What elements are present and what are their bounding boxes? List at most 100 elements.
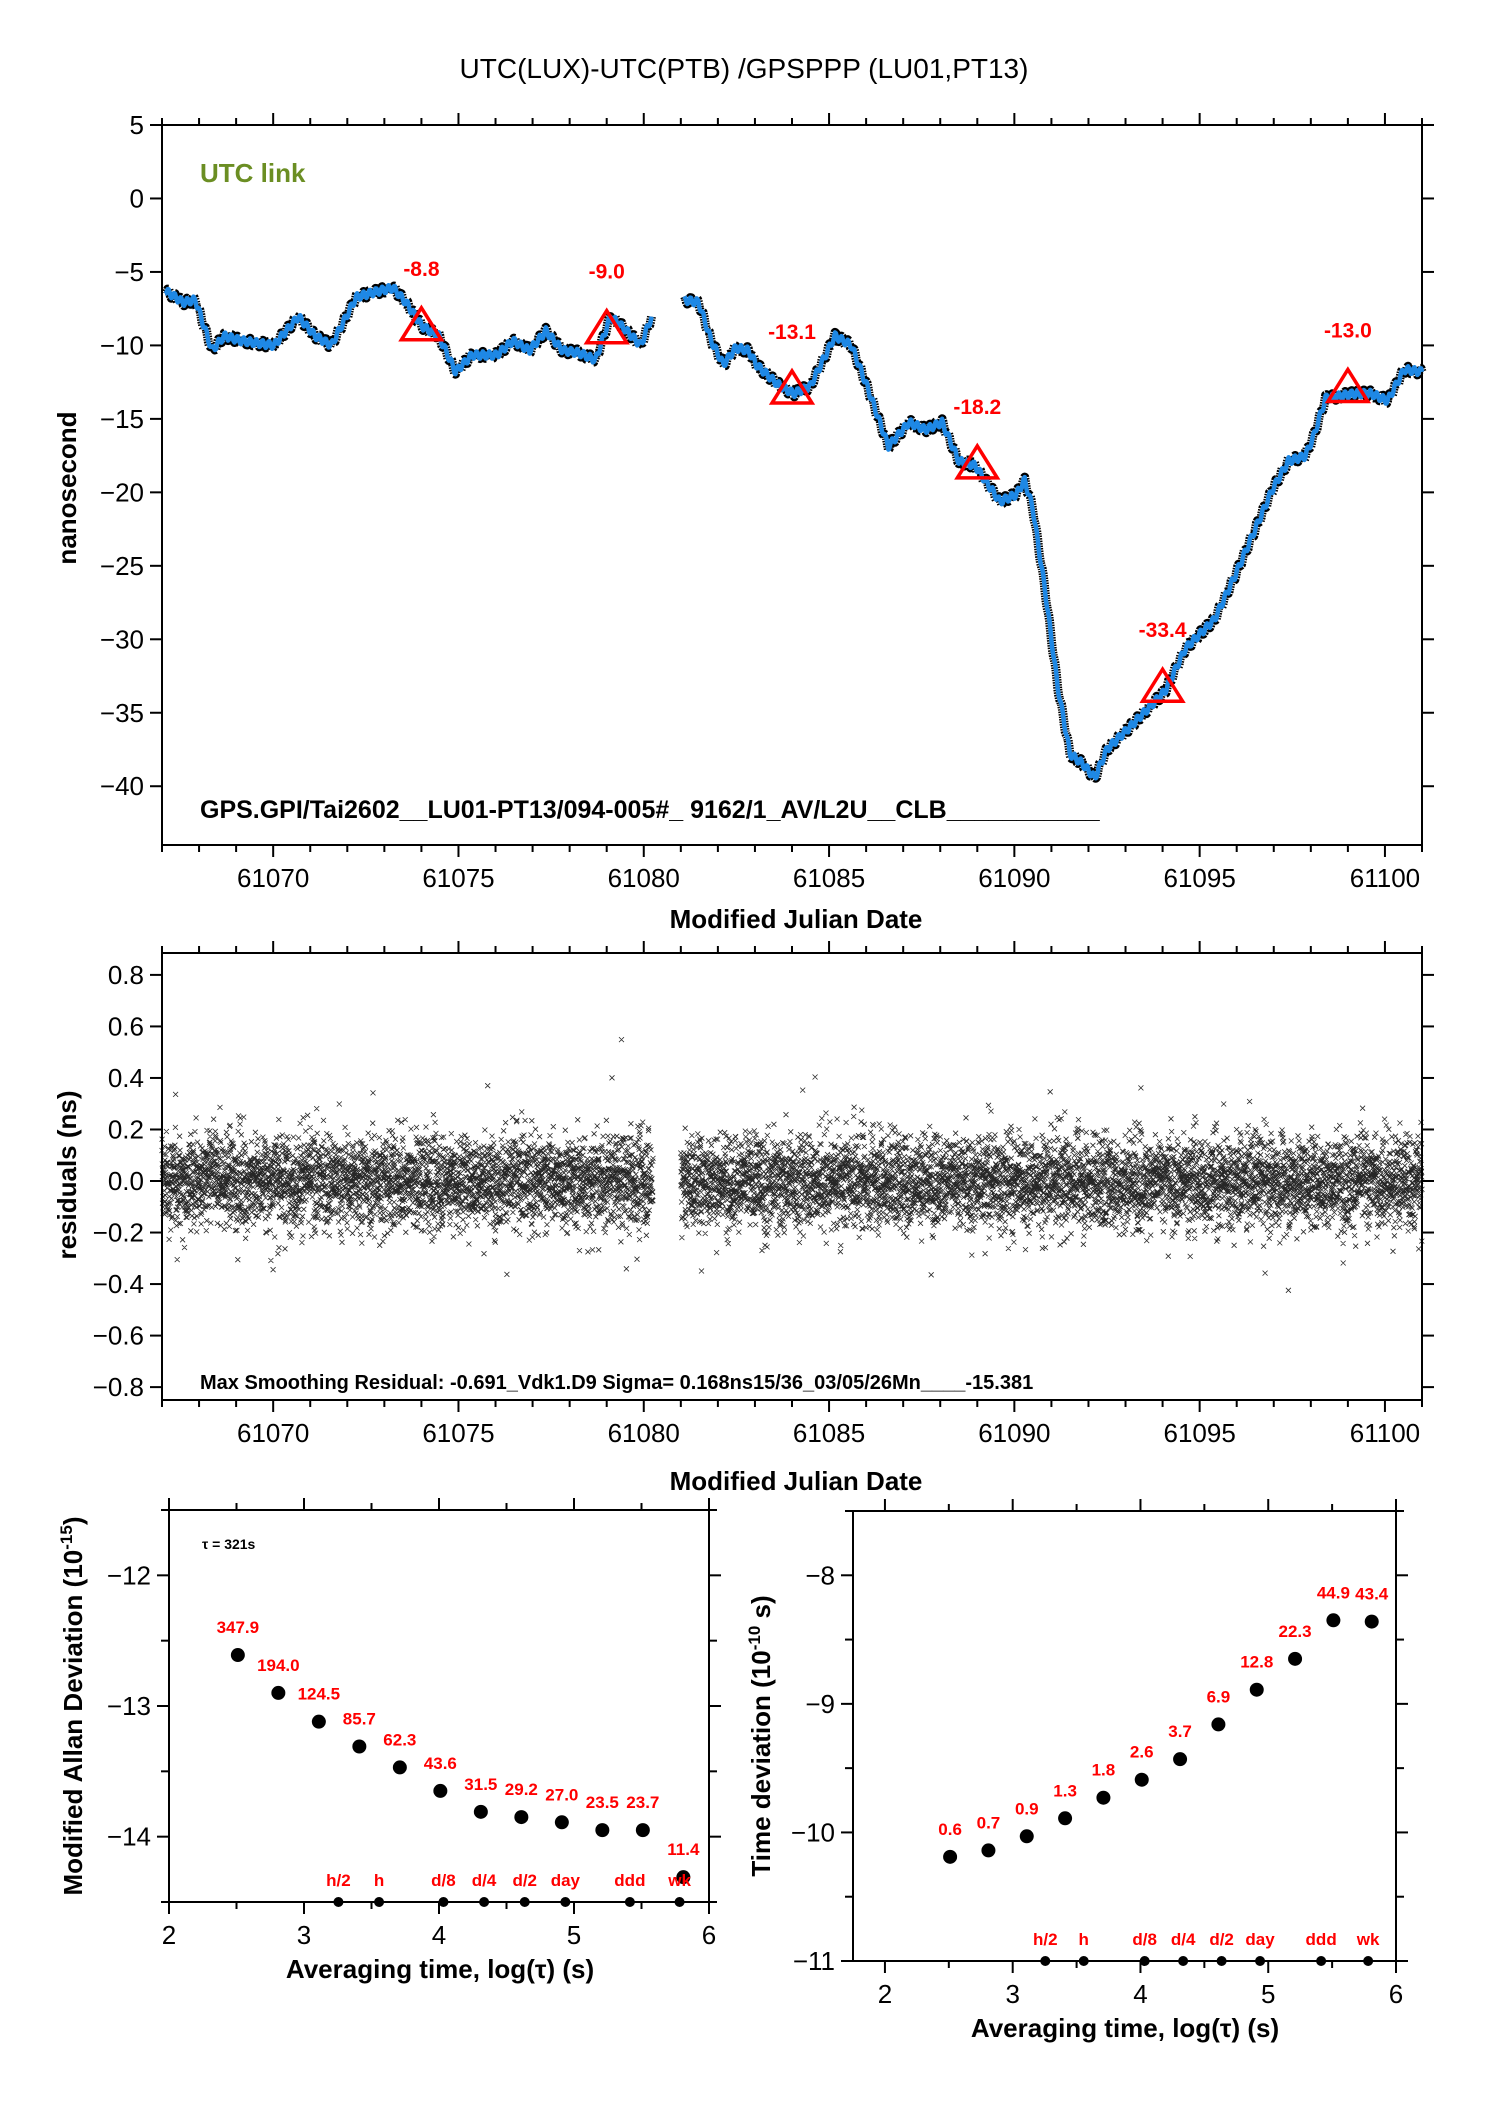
time-marker-label: d/2 — [512, 1871, 537, 1890]
daily-marker-triangle — [398, 304, 445, 342]
utc-link-label: UTC link — [200, 158, 306, 188]
daily-marker-label: -13.0 — [1324, 319, 1372, 342]
time-marker-dot — [560, 1897, 571, 1907]
deviation-point-label: 29.2 — [505, 1780, 538, 1799]
deviation-point — [271, 1685, 286, 1700]
time-marker-label: wk — [1356, 1930, 1380, 1949]
y-tick-label: −13 — [107, 1691, 151, 1721]
time-marker-dot — [519, 1897, 530, 1907]
y-tick-label: 0 — [130, 183, 144, 213]
time-marker-label: d/4 — [472, 1871, 497, 1890]
time-marker-label: ddd — [1306, 1930, 1337, 1949]
x-tick-label: 61070 — [237, 863, 309, 893]
x-tick-label: 61085 — [793, 1418, 865, 1448]
deviation-point — [1326, 1613, 1341, 1628]
time-marker-label: h — [1079, 1930, 1089, 1949]
daily-marker-triangle — [583, 307, 630, 345]
y-tick-label: 0.8 — [108, 960, 144, 990]
deviation-point — [433, 1783, 448, 1798]
time-marker-dot — [1255, 1956, 1266, 1966]
y-tick-label: −14 — [107, 1822, 151, 1852]
residuals-x-axis-title: Modified Julian Date — [670, 1466, 923, 1496]
deviation-point — [1249, 1682, 1264, 1697]
x-tick-label: 5 — [1261, 1979, 1275, 2009]
y-tick-label: 0.2 — [108, 1114, 144, 1144]
tdev-y-axis-title: Time deviation (10-10 s) — [745, 1595, 776, 1876]
deviation-point-label: 6.9 — [1207, 1687, 1231, 1706]
deviation-point-label: 347.9 — [217, 1618, 260, 1637]
time-marker-dot — [374, 1897, 385, 1907]
deviation-point-label: 23.5 — [586, 1793, 619, 1812]
time-marker-dot — [1139, 1956, 1150, 1966]
daily-marker-label: -8.8 — [403, 258, 440, 281]
y-tick-label: −35 — [100, 698, 144, 728]
deviation-point-label: 124.5 — [298, 1685, 341, 1704]
y-tick-label: −5 — [114, 257, 144, 287]
plot-frame — [168, 1509, 710, 1903]
time-marker-label: d/4 — [1171, 1930, 1196, 1949]
daily-marker-triangle — [1139, 665, 1186, 703]
x-tick-label: 61075 — [422, 863, 494, 893]
x-tick-label: 61090 — [978, 1418, 1050, 1448]
allan-y-axis-title: Modified Allan Deviation (10-15) — [57, 1517, 88, 1896]
y-tick-label: 0.6 — [108, 1011, 144, 1041]
x-tick-label: 3 — [1005, 1979, 1019, 2009]
time-marker-label: h — [374, 1871, 384, 1890]
deviation-point-label: 85.7 — [343, 1710, 376, 1729]
time-marker-label: day — [551, 1871, 581, 1890]
y-tick-label: 0.4 — [108, 1063, 144, 1093]
x-tick-label: 4 — [432, 1920, 446, 1950]
deviation-point — [635, 1823, 650, 1838]
x-tick-label: 4 — [1133, 1979, 1147, 2009]
tdev-y-axis-title-main: Time deviation (10 — [746, 1650, 776, 1876]
figure-title: UTC(LUX)-UTC(PTB) /GPSPPP (LU01,PT13) — [460, 53, 1029, 84]
y-tick-label: −25 — [100, 551, 144, 581]
tau-note: τ = 321s — [202, 1536, 256, 1552]
deviation-point-label: 44.9 — [1317, 1583, 1350, 1602]
deviation-point-label: 2.6 — [1130, 1743, 1154, 1762]
deviation-point — [1096, 1790, 1111, 1805]
time-marker-dot — [1078, 1956, 1089, 1966]
deviation-point-label: 194.0 — [257, 1656, 300, 1675]
deviation-point-label: 31.5 — [464, 1775, 497, 1794]
deviation-point — [943, 1849, 958, 1864]
time-marker-label: day — [1245, 1930, 1275, 1949]
deviation-point — [230, 1648, 245, 1663]
deviation-point-label: 62.3 — [383, 1730, 416, 1749]
deviation-point — [1364, 1614, 1379, 1629]
y-tick-label: −30 — [100, 624, 144, 654]
deviation-point-label: 1.3 — [1053, 1781, 1077, 1800]
time-marker-label: h/2 — [326, 1871, 351, 1890]
deviation-point-label: 0.7 — [977, 1813, 1001, 1832]
time-marker-dot — [479, 1897, 490, 1907]
time-marker-label: d/8 — [1132, 1930, 1157, 1949]
time-marker-label: h/2 — [1033, 1930, 1058, 1949]
deviation-point-label: 1.8 — [1092, 1761, 1116, 1780]
x-tick-label: 61075 — [422, 1418, 494, 1448]
x-tick-label: 61080 — [608, 863, 680, 893]
y-tick-label: −10 — [100, 330, 144, 360]
deviation-point — [981, 1843, 996, 1858]
x-tick-label: 3 — [297, 1920, 311, 1950]
y-tick-label: −8 — [805, 1560, 835, 1590]
time-marker-label: wk — [667, 1871, 691, 1890]
residuals-panel: Max Smoothing Residual: -0.691_Vdk1.D9 S… — [52, 941, 1434, 1496]
allan-x-axis-title: Averaging time, log(τ) (s) — [286, 1954, 594, 1984]
time-marker-dot — [1040, 1956, 1051, 1966]
deviation-point — [514, 1810, 529, 1825]
smoothed-series-line — [682, 295, 1425, 781]
daily-marker-triangle — [954, 442, 1001, 480]
x-tick-label: 61070 — [237, 1418, 309, 1448]
time-series-panel: UTC link GPS.GPI/Tai2602__LU01-PT13/094-… — [52, 110, 1434, 934]
x-tick-label: 6 — [1389, 1979, 1403, 2009]
deviation-point — [1058, 1811, 1073, 1826]
time-marker-dot — [438, 1897, 449, 1907]
x-tick-label: 61080 — [608, 1418, 680, 1448]
x-tick-label: 61085 — [793, 863, 865, 893]
residual-points — [159, 1036, 1425, 1294]
deviation-point-label: 3.7 — [1168, 1722, 1192, 1741]
x-tick-label: 2 — [878, 1979, 892, 2009]
y-tick-label: −15 — [100, 404, 144, 434]
raw-data-points — [680, 293, 1427, 783]
